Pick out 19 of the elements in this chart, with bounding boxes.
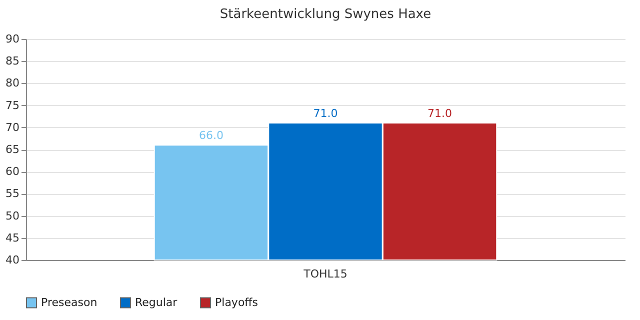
y-tick-label: 40 <box>6 254 20 266</box>
legend-label: Regular <box>135 296 178 309</box>
y-tick-label: 50 <box>6 209 20 222</box>
y-tick-label: 80 <box>6 76 20 90</box>
y-tick-label: 90 <box>6 32 20 46</box>
y-tick-label: 45 <box>6 231 20 244</box>
x-tick-label: TOHL15 <box>302 268 348 280</box>
y-tick-label: 70 <box>6 120 20 134</box>
legend-label: Playoffs <box>215 296 258 309</box>
y-tick-label: 60 <box>6 165 20 178</box>
y-tick-label: 75 <box>6 98 20 112</box>
y-tick-label: 85 <box>6 54 20 68</box>
y-tick-label: 65 <box>6 143 20 156</box>
data-label: 71.0 <box>313 106 338 120</box>
data-label: 66.0 <box>198 129 224 142</box>
chart-title: Stärkeentwicklung Swynes Haxe <box>220 7 432 22</box>
data-label: 71.0 <box>428 106 452 120</box>
legend-label: Preseason <box>41 296 98 309</box>
y-tick-label: 55 <box>6 187 20 200</box>
